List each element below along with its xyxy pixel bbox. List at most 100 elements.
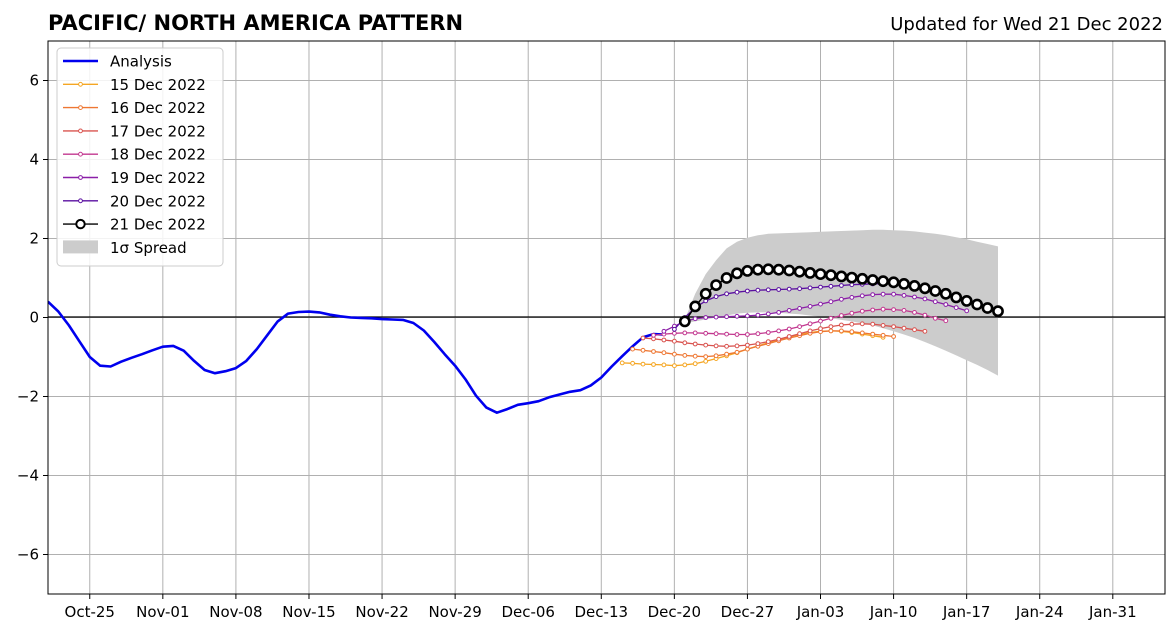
forecast-point — [828, 299, 834, 305]
legend-item: 20 Dec 2022 — [63, 192, 206, 210]
forecast-point — [859, 293, 865, 299]
forecast-point — [651, 349, 656, 354]
legend-item: 18 Dec 2022 — [63, 146, 206, 164]
forecast-point — [745, 332, 750, 337]
forecast-point — [772, 263, 785, 276]
forecast-point — [699, 287, 712, 300]
forecast-point — [797, 331, 802, 337]
forecast-point — [880, 306, 886, 312]
legend-marker — [78, 128, 83, 134]
x-tick-label: Dec-06 — [501, 603, 555, 621]
forecast-point — [797, 306, 802, 311]
forecast-line — [642, 323, 925, 347]
forecast-point — [776, 287, 782, 292]
forecast-point — [859, 321, 865, 327]
forecast-point — [745, 342, 750, 348]
forecast-point — [971, 298, 983, 311]
forecast-point — [755, 312, 761, 318]
forecast-point — [891, 291, 896, 297]
forecast-point — [692, 361, 698, 367]
legend-item: 17 Dec 2022 — [63, 122, 206, 140]
forecast-point — [661, 362, 667, 368]
x-tick-label: Oct-25 — [65, 603, 115, 621]
forecast-point — [640, 347, 646, 353]
forecast-point — [672, 363, 677, 369]
forecast-point — [839, 328, 844, 334]
forecast-point — [682, 353, 688, 358]
forecast-point — [818, 318, 823, 324]
forecast-point — [724, 291, 729, 297]
forecast-series — [672, 281, 886, 332]
forecast-point — [835, 270, 848, 283]
legend-item: Analysis — [63, 53, 172, 71]
forecast-point — [807, 328, 813, 334]
forecast-point — [912, 327, 917, 333]
forecast-point — [870, 321, 876, 327]
legend: Analysis 15 Dec 2022 16 Dec 2022 17 Dec 202… — [56, 47, 224, 267]
legend-swatch — [63, 240, 98, 254]
forecast-point — [932, 299, 938, 305]
x-tick-label: Dec-20 — [648, 603, 702, 621]
forecast-point — [651, 362, 656, 367]
forecast-point — [783, 264, 796, 277]
legend-box — [56, 47, 224, 267]
forecast-point — [765, 287, 771, 293]
forecast-point — [731, 267, 743, 280]
forecast-point — [786, 334, 792, 339]
forecast-point — [953, 305, 959, 311]
forecast-point — [898, 277, 910, 290]
forecast-point — [692, 330, 698, 336]
legend-label: Analysis — [110, 53, 172, 71]
forecast-point — [849, 329, 855, 335]
forecast-point — [922, 296, 928, 302]
forecast-point — [786, 326, 792, 332]
forecast-point — [839, 296, 844, 302]
forecast-point — [640, 361, 646, 367]
forecast-point — [661, 328, 667, 334]
forecast-point — [880, 332, 886, 338]
x-tick-label: Jan-24 — [1015, 603, 1064, 621]
forecast-point — [797, 324, 802, 330]
forecast-point — [640, 335, 646, 341]
forecast-point — [720, 272, 733, 284]
forecast-point — [734, 332, 740, 337]
forecast-point — [828, 283, 834, 289]
forecast-point — [960, 294, 973, 307]
forecast-point — [713, 343, 719, 349]
forecast-point — [692, 353, 698, 359]
forecast-point — [919, 282, 931, 295]
legend-item: 16 Dec 2022 — [63, 99, 206, 117]
forecast-point — [651, 332, 656, 338]
spread-band-layer — [684, 229, 998, 376]
forecast-point — [964, 308, 970, 314]
forecast-point — [630, 360, 635, 366]
forecast-point — [901, 308, 907, 313]
y-axis: −6 −4 −2 0 2 4 6 — [17, 72, 48, 564]
forecast-point — [922, 312, 928, 318]
legend-item: 15 Dec 2022 — [63, 76, 206, 94]
forecast-point — [765, 330, 771, 335]
forecast-point — [755, 287, 761, 293]
forecast-series — [678, 263, 1004, 328]
x-tick-label: Dec-13 — [575, 603, 629, 621]
forecast-point — [870, 331, 876, 337]
forecast-point — [845, 271, 858, 284]
legend-item: 1σ Spread — [63, 239, 187, 257]
forecast-point — [765, 311, 771, 317]
x-tick-label: Nov-08 — [209, 603, 262, 621]
legend-marker — [78, 105, 83, 110]
forecast-point — [765, 339, 771, 345]
legend-label: 19 Dec 2022 — [110, 169, 206, 187]
forecast-point — [755, 341, 761, 347]
forecast-point — [713, 331, 719, 337]
forecast-point — [630, 346, 635, 352]
forecast-point — [825, 269, 837, 282]
x-tick-label: Nov-01 — [136, 603, 189, 621]
legend-item: 19 Dec 2022 — [63, 169, 206, 187]
legend-label: 15 Dec 2022 — [110, 76, 206, 94]
forecast-point — [859, 308, 865, 314]
forecast-point — [734, 313, 740, 319]
spread-band — [684, 229, 998, 376]
y-tick-label: 4 — [29, 151, 39, 169]
